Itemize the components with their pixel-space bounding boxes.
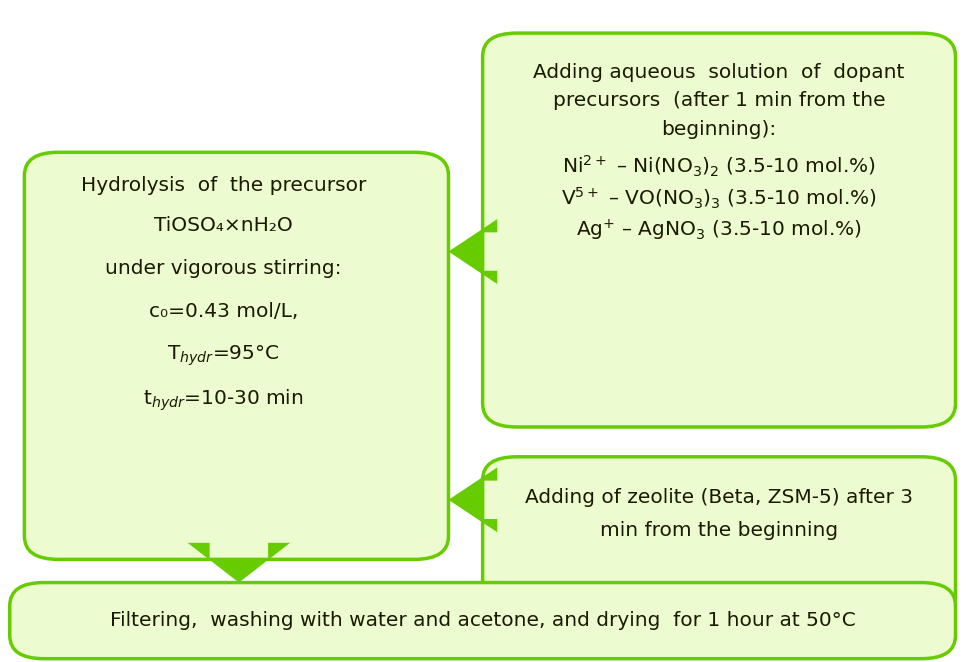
Text: Filtering,  washing with water and acetone, and drying  for 1 hour at 50°C: Filtering, washing with water and aceton… bbox=[110, 612, 855, 630]
Text: Adding of zeolite (Beta, ZSM-5) after 3: Adding of zeolite (Beta, ZSM-5) after 3 bbox=[526, 489, 913, 507]
Polygon shape bbox=[187, 543, 291, 583]
Text: under vigorous stirring:: under vigorous stirring: bbox=[105, 259, 342, 277]
Text: V$^{5+}$ – VO(NO$_3$)$_3$ (3.5-10 mol.%): V$^{5+}$ – VO(NO$_3$)$_3$ (3.5-10 mol.%) bbox=[561, 186, 878, 211]
Polygon shape bbox=[448, 219, 497, 284]
Text: c₀=0.43 mol/L,: c₀=0.43 mol/L, bbox=[149, 302, 298, 320]
FancyBboxPatch shape bbox=[483, 457, 956, 619]
Text: Ag$^{+}$ – AgNO$_3$ (3.5-10 mol.%): Ag$^{+}$ – AgNO$_3$ (3.5-10 mol.%) bbox=[576, 218, 862, 243]
Text: beginning):: beginning): bbox=[661, 120, 777, 139]
Text: TiOSO₄×nH₂O: TiOSO₄×nH₂O bbox=[154, 216, 293, 234]
FancyBboxPatch shape bbox=[483, 33, 956, 427]
FancyBboxPatch shape bbox=[24, 152, 448, 559]
Text: T$_{hydr}$=95°C: T$_{hydr}$=95°C bbox=[168, 344, 280, 369]
Polygon shape bbox=[448, 467, 497, 532]
Text: t$_{hydr}$=10-30 min: t$_{hydr}$=10-30 min bbox=[143, 388, 304, 413]
Text: Adding aqueous  solution  of  dopant: Adding aqueous solution of dopant bbox=[533, 64, 905, 82]
Text: precursors  (after 1 min from the: precursors (after 1 min from the bbox=[553, 91, 885, 110]
FancyBboxPatch shape bbox=[10, 583, 956, 659]
Text: min from the beginning: min from the beginning bbox=[600, 522, 838, 540]
Text: Hydrolysis  of  the precursor: Hydrolysis of the precursor bbox=[81, 176, 367, 195]
Text: Ni$^{2+}$ – Ni(NO$_3$)$_2$ (3.5-10 mol.%): Ni$^{2+}$ – Ni(NO$_3$)$_2$ (3.5-10 mol.%… bbox=[563, 154, 876, 179]
